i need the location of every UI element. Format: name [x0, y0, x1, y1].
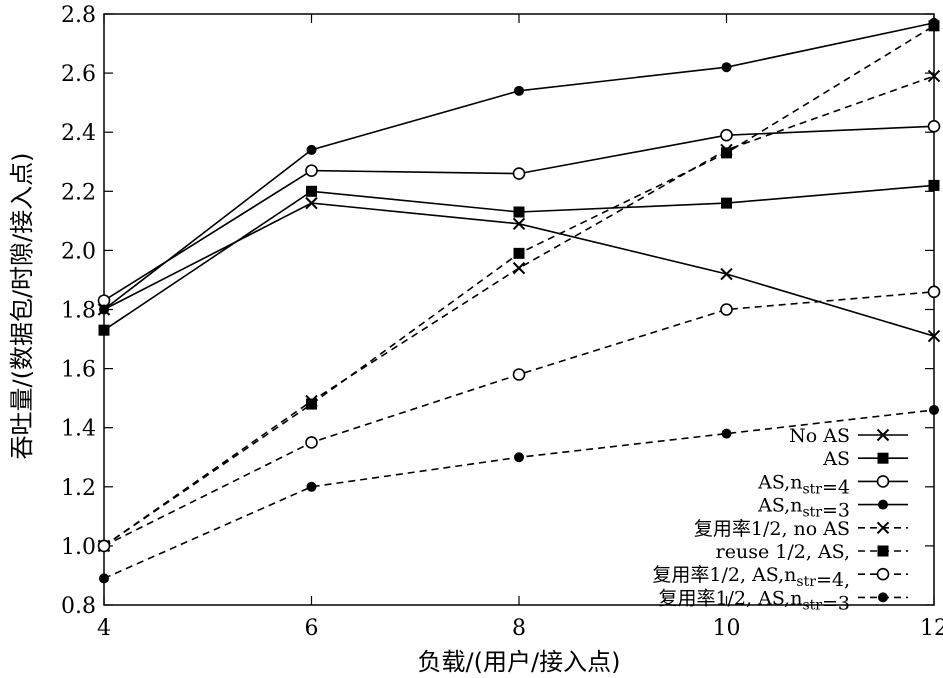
- data-point: [305, 164, 318, 177]
- y-tick-label: 2.0: [61, 239, 96, 264]
- data-point: [876, 475, 890, 488]
- data-point-stroke: [927, 69, 941, 83]
- data-point: [876, 521, 890, 535]
- legend-entry: 复用率1/2, AS,nstr=4,: [652, 564, 908, 591]
- legend-label: AS,nstr=4: [757, 471, 850, 498]
- y-tick-label: 1.6: [61, 358, 96, 383]
- series-5: [97, 69, 941, 553]
- data-point: [878, 499, 888, 510]
- x-tick-label: 10: [713, 616, 741, 641]
- y-tick-label: 2.4: [61, 121, 96, 146]
- legend-label: 复用率1/2, no AS: [694, 518, 850, 540]
- legend-entry: 复用率1/2, no AS: [694, 518, 908, 540]
- y-tick-label: 2.8: [61, 3, 96, 28]
- y-tick-label: 1.2: [61, 476, 96, 501]
- data-point: [928, 20, 940, 32]
- data-point: [514, 85, 524, 96]
- data-point: [306, 144, 317, 155]
- data-point-stroke: [512, 217, 526, 231]
- legend-label: No AS: [789, 425, 850, 447]
- x-tick-label: 8: [512, 616, 526, 641]
- legend-entry: AS,nstr=4: [757, 471, 908, 498]
- data-point: [876, 567, 890, 581]
- legend-entry: No AS: [789, 425, 908, 447]
- x-tick-label: 6: [305, 616, 319, 641]
- data-point: [305, 436, 318, 449]
- data-point: [97, 294, 111, 307]
- data-point: [512, 368, 526, 381]
- data-point: [306, 481, 317, 492]
- legend-entry: AS,nstr=3: [757, 495, 908, 522]
- data-point: [721, 428, 732, 439]
- data-point: [720, 303, 733, 316]
- series-4: [99, 17, 939, 315]
- data-point: [928, 179, 940, 191]
- legend-entry: AS: [822, 448, 908, 470]
- y-tick-label: 1.0: [61, 535, 96, 560]
- data-point: [97, 539, 111, 553]
- data-point-stroke: [927, 329, 941, 343]
- data-point-stroke: [876, 521, 890, 535]
- legend-label: AS,nstr=3: [757, 495, 850, 522]
- series-line: [103, 75, 935, 547]
- data-point: [99, 304, 109, 315]
- series-2: [98, 179, 940, 336]
- x-tick-label: 4: [97, 616, 111, 641]
- data-point: [514, 452, 524, 463]
- data-point: [512, 261, 526, 275]
- data-point: [927, 119, 941, 133]
- y-tick-label: 2.6: [61, 62, 96, 87]
- series-layer: [97, 17, 941, 584]
- data-point-stroke: [305, 196, 318, 210]
- data-point: [927, 285, 941, 299]
- legend-label: 复用率1/2, AS,nstr=4,: [652, 564, 850, 591]
- data-point: [929, 404, 939, 415]
- y-tick-label: 1.4: [61, 417, 96, 442]
- data-point: [927, 329, 941, 343]
- data-point: [98, 324, 110, 336]
- legend-label: 复用率1/2, AS,nstr=3: [658, 587, 850, 614]
- x-tick-label: 12: [920, 616, 943, 641]
- data-point: [305, 196, 318, 210]
- data-point: [721, 147, 732, 159]
- data-point: [306, 398, 317, 410]
- series-7: [97, 285, 941, 553]
- axes: 0.8 1.0 1.2 1.4 1.6 1.8 2.0 2.2 2.4 2.6 2.8 4 6 8 10 12: [61, 3, 943, 641]
- series-8: [99, 404, 939, 584]
- data-point: [720, 128, 733, 142]
- series-line: [103, 22, 935, 311]
- data-point: [927, 69, 941, 83]
- data-point-stroke: [512, 261, 526, 275]
- data-point: [877, 545, 889, 557]
- data-point: [878, 592, 888, 603]
- series-line: [103, 25, 935, 547]
- legend-label: reuse 1/2, AS,: [716, 541, 850, 563]
- series-3: [97, 119, 941, 307]
- data-point: [306, 185, 317, 197]
- data-point: [877, 452, 889, 464]
- y-tick-label: 0.8: [61, 594, 96, 619]
- data-point: [721, 197, 732, 209]
- data-point: [99, 573, 109, 584]
- y-tick-label: 1.8: [61, 299, 96, 324]
- series-6: [98, 20, 940, 552]
- x-axis-title: 负载/(用户/接入点): [418, 648, 621, 676]
- data-point: [512, 217, 526, 231]
- y-tick-label: 2.2: [61, 180, 96, 205]
- data-point-stroke: [720, 267, 733, 281]
- data-point-stroke: [876, 428, 890, 442]
- data-point: [512, 167, 526, 180]
- legend-label: AS: [822, 448, 850, 470]
- data-point: [721, 62, 732, 73]
- y-axis-title: 吞吐量/(数据包/时隙/接入点): [8, 153, 36, 460]
- data-point: [876, 428, 890, 442]
- data-point: [513, 206, 525, 218]
- data-point: [720, 267, 733, 281]
- legend-entry: reuse 1/2, AS,: [716, 541, 908, 563]
- series-1: [97, 196, 941, 343]
- data-point: [513, 247, 525, 259]
- legend-entry: 复用率1/2, AS,nstr=3: [658, 587, 908, 614]
